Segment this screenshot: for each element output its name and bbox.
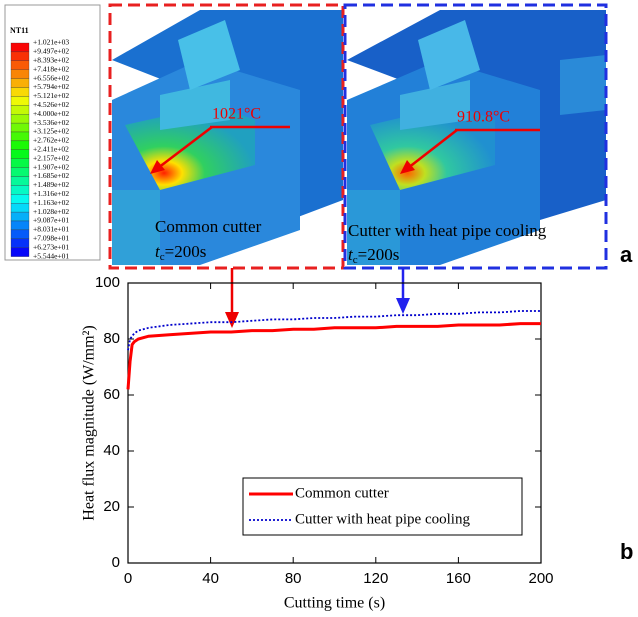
series-line	[128, 311, 541, 350]
colorbar-label: +2.157e+02	[33, 153, 69, 162]
colorbar-label: +1.021e+03	[33, 38, 69, 47]
x-tick-label: 160	[446, 570, 471, 587]
colorbar-band	[11, 123, 29, 132]
x-tick-label: 40	[202, 570, 219, 587]
panel-label: b	[620, 539, 633, 564]
colorbar-band	[11, 52, 29, 61]
colorbar-band	[11, 61, 29, 70]
series-line	[128, 324, 541, 390]
colorbar-label: +8.393e+02	[33, 56, 69, 65]
colorbar-label: +1.907e+02	[33, 162, 69, 171]
colorbar-label: +1.028e+02	[33, 207, 69, 216]
colorbar-title: NT11	[10, 26, 29, 35]
colorbar-band	[11, 185, 29, 194]
colorbar-label: +4.526e+02	[33, 100, 69, 109]
colorbar-label: +6.556e+02	[33, 73, 69, 82]
colorbar-band	[11, 248, 29, 257]
colorbar-band	[11, 221, 29, 230]
x-tick-label: 200	[528, 570, 553, 587]
colorbar-label: +6.273e+01	[33, 242, 69, 251]
colorbar-band	[11, 230, 29, 239]
panel-label: a	[620, 242, 633, 267]
x-tick-label: 0	[124, 570, 132, 587]
x-tick-label: 80	[285, 570, 302, 587]
colorbar-label: +1.685e+02	[33, 171, 69, 180]
colorbar-label: +9.497e+02	[33, 47, 69, 56]
colorbar-band	[11, 88, 29, 97]
colorbar-band	[11, 203, 29, 212]
y-tick-label: 20	[103, 498, 120, 515]
colorbar-label: +3.125e+02	[33, 127, 69, 136]
x-tick-label: 120	[363, 570, 388, 587]
colorbar-band	[11, 105, 29, 114]
y-tick-label: 100	[95, 274, 120, 291]
figure: NT11 1021°C 910.8°C Common cutter tc=200…	[0, 0, 638, 617]
y-axis-label: Heat flux magnitude (W/mm²)	[81, 325, 98, 520]
colorbar-band	[11, 150, 29, 159]
y-tick-label: 0	[112, 554, 120, 571]
colorbar-label: +7.418e+02	[33, 64, 69, 73]
y-tick-label: 80	[103, 330, 120, 347]
temperature-label: 910.8°C	[457, 109, 510, 126]
colorbar-band	[11, 43, 29, 52]
colorbar-label: +5.794e+02	[33, 82, 69, 91]
colorbar-label: +9.087e+01	[33, 216, 69, 225]
image-label: Cutter with heat pipe cooling	[348, 221, 547, 240]
colorbar-label: +5.544e+01	[33, 251, 69, 260]
arrowhead	[396, 298, 410, 314]
colorbar-band	[11, 79, 29, 88]
colorbar-label: +2.762e+02	[33, 136, 69, 145]
legend-label: Cutter with heat pipe cooling	[295, 511, 470, 527]
colorbar-label: +7.098e+01	[33, 234, 69, 243]
colorbar-band	[11, 159, 29, 168]
x-axis-label: Cutting time (s)	[284, 595, 385, 612]
colorbar-label: +4.000e+02	[33, 109, 69, 118]
legend-label: Common cutter	[295, 485, 389, 501]
colorbar-label: +5.121e+02	[33, 91, 69, 100]
colorbar-band	[11, 70, 29, 79]
image-label: Common cutter	[155, 217, 262, 236]
y-tick-label: 40	[103, 442, 120, 459]
colorbar-band	[11, 141, 29, 150]
colorbar-label: +8.031e+01	[33, 225, 69, 234]
colorbar-label: +1.316e+02	[33, 189, 69, 198]
y-tick-label: 60	[103, 386, 120, 403]
colorbar-band	[11, 212, 29, 221]
colorbar-band	[11, 168, 29, 177]
time-value: =200s	[358, 245, 400, 264]
time-value: =200s	[165, 242, 207, 261]
colorbar-band	[11, 96, 29, 105]
colorbar-label: +1.163e+02	[33, 198, 69, 207]
colorbar-band	[11, 239, 29, 248]
colorbar-band	[11, 114, 29, 123]
arrowhead	[225, 312, 239, 328]
colorbar-label: +3.536e+02	[33, 118, 69, 127]
colorbar-band	[11, 194, 29, 203]
colorbar-label: +1.489e+02	[33, 180, 69, 189]
colorbar-label: +2.411e+02	[33, 145, 69, 154]
colorbar-band	[11, 132, 29, 141]
temperature-label: 1021°C	[212, 106, 261, 123]
colorbar-band	[11, 177, 29, 186]
